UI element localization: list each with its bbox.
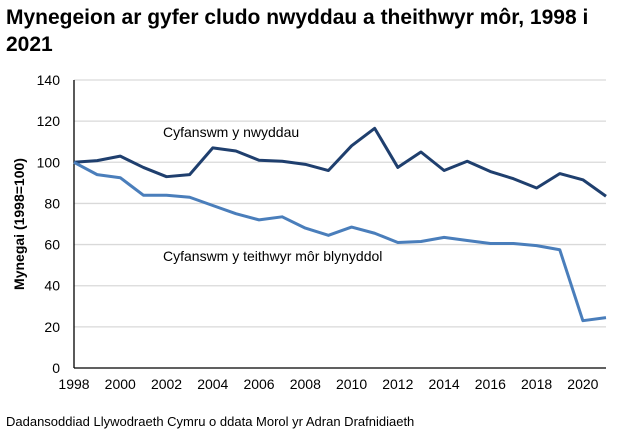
series-line-1: [73, 126, 607, 198]
x-tick-label: 2006: [243, 376, 274, 392]
x-tick-label: 2010: [336, 376, 367, 392]
x-tick-label: 2000: [105, 376, 136, 392]
x-tick-label: 2018: [521, 376, 552, 392]
y-axis-label: Mynegai (1998=100): [11, 158, 27, 290]
x-tick-label: 2002: [151, 376, 182, 392]
x-tick-label: 2014: [429, 376, 460, 392]
y-tick-label: 120: [37, 113, 61, 129]
x-tick-label: 2020: [567, 376, 598, 392]
y-tick-label: 80: [44, 195, 60, 211]
x-tick-label: 2012: [382, 376, 413, 392]
y-tick-label: 140: [37, 72, 61, 88]
series-line-2: [73, 160, 607, 323]
y-tick-label: 100: [37, 154, 61, 170]
x-tick-label: 2016: [475, 376, 506, 392]
y-tick-label: 20: [44, 319, 60, 335]
x-tick-label: 1998: [58, 376, 89, 392]
chart-title: Mynegeion ar gyfer cludo nwyddau a theit…: [6, 6, 589, 56]
source-note: Dadansoddiad Llywodraeth Cymru o ddata M…: [6, 414, 415, 429]
x-tick-label: 2004: [197, 376, 228, 392]
y-tick-label: 60: [44, 237, 60, 253]
y-tick-label: 0: [52, 360, 60, 376]
x-tick-label: 2008: [290, 376, 321, 392]
series-label-freight: Cyfanswm y nwyddau: [163, 124, 299, 140]
y-tick-label: 40: [44, 278, 60, 294]
series-label-passengers: Cyfanswm y teithwyr môr blynyddol: [163, 248, 382, 264]
